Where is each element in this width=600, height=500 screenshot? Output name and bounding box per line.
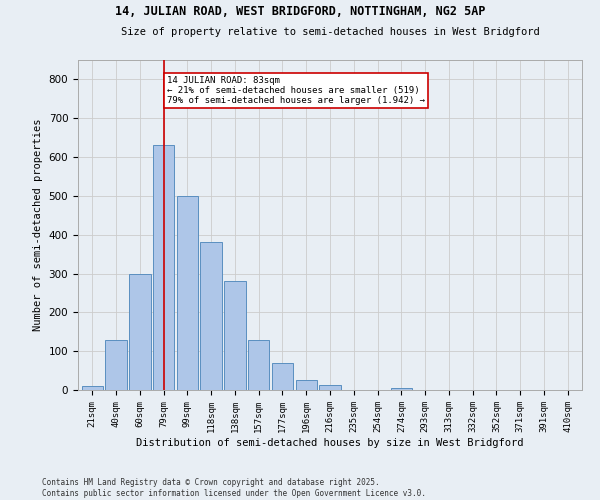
X-axis label: Distribution of semi-detached houses by size in West Bridgford: Distribution of semi-detached houses by … xyxy=(136,438,524,448)
Bar xyxy=(272,363,293,390)
Bar xyxy=(296,380,317,390)
Bar xyxy=(82,386,103,390)
Bar xyxy=(176,196,198,390)
Bar xyxy=(106,340,127,390)
Text: 14 JULIAN ROAD: 83sqm
← 21% of semi-detached houses are smaller (519)
79% of sem: 14 JULIAN ROAD: 83sqm ← 21% of semi-deta… xyxy=(167,76,425,106)
Bar xyxy=(200,242,222,390)
Y-axis label: Number of semi-detached properties: Number of semi-detached properties xyxy=(33,118,43,331)
Text: 14, JULIAN ROAD, WEST BRIDGFORD, NOTTINGHAM, NG2 5AP: 14, JULIAN ROAD, WEST BRIDGFORD, NOTTING… xyxy=(115,5,485,18)
Bar xyxy=(391,388,412,390)
Bar xyxy=(224,282,245,390)
Bar xyxy=(129,274,151,390)
Bar xyxy=(319,386,341,390)
Bar xyxy=(153,146,174,390)
Title: Size of property relative to semi-detached houses in West Bridgford: Size of property relative to semi-detach… xyxy=(121,27,539,37)
Bar xyxy=(248,340,269,390)
Text: Contains HM Land Registry data © Crown copyright and database right 2025.
Contai: Contains HM Land Registry data © Crown c… xyxy=(42,478,426,498)
